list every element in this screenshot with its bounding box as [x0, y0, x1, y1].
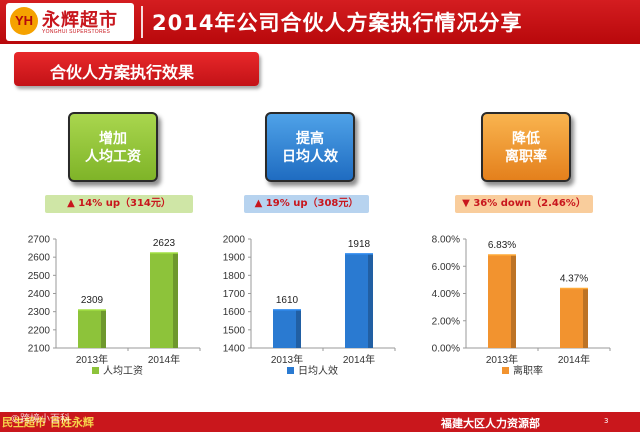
- logo-name: 永辉超市: [42, 10, 118, 31]
- change-pill-salary: ▲ 14% up（314元）: [45, 195, 193, 213]
- y-tick-label: 1700: [223, 289, 246, 300]
- logo-subtitle: YONGHUI SUPERSTORES: [42, 29, 111, 35]
- data-label: 2309: [81, 295, 104, 306]
- metric-box-line1: 提高: [296, 131, 324, 147]
- y-tick-label: 2200: [28, 325, 51, 336]
- metric-box-line2: 日均人效: [282, 149, 338, 165]
- bar-shade: [511, 254, 516, 348]
- bar-shade: [101, 310, 106, 348]
- bar-shade: [583, 288, 588, 348]
- metric-box-turnover: 降低 离职率: [481, 112, 571, 182]
- change-pill-turnover: ▼ 36% down（2.46%）: [455, 195, 593, 213]
- legend-swatch: [92, 367, 99, 374]
- page-title: 2014年公司合伙人方案执行情况分享: [152, 11, 523, 35]
- legend-swatch: [287, 367, 294, 374]
- metric-box-line1: 增加: [99, 131, 127, 147]
- chart-salary: 2100 2200 2300 2400 2500 2600 2700 2309 2013年 262…: [28, 235, 201, 377]
- brand-logo: YH 永辉超市 YONGHUI SUPERSTORES: [6, 3, 134, 41]
- y-tick-label: 1600: [223, 307, 246, 318]
- data-label: 1918: [348, 239, 371, 250]
- legend-swatch: [502, 367, 509, 374]
- footer-department: 福建大区人力资源部: [441, 417, 540, 430]
- legend-label: 离职率: [513, 364, 543, 377]
- y-tick-label: 1500: [223, 325, 246, 336]
- bar-shade: [173, 252, 178, 348]
- y-tick-label: 1800: [223, 271, 246, 282]
- metric-box-salary: 增加 人均工资: [68, 112, 158, 182]
- bar-shade: [368, 253, 373, 348]
- data-label: 2623: [153, 238, 176, 249]
- y-tick-label: 2600: [28, 253, 51, 264]
- x-tick-label: 2014年: [148, 353, 180, 366]
- y-tick-label: 2300: [28, 307, 51, 318]
- x-tick-label: 2014年: [558, 353, 590, 366]
- legend-label: 人均工资: [103, 365, 143, 377]
- chart-efficiency: 1400 1500 1600 1700 1800 1900 2000 1610 2013年 191…: [223, 235, 396, 377]
- header-bar: YH 永辉超市 YONGHUI SUPERSTORES 2014年公司合伙人方案…: [0, 0, 640, 44]
- metric-box-efficiency: 提高 日均人效: [265, 112, 355, 182]
- data-label: 4.37%: [560, 273, 588, 284]
- section-tag: 合伙人方案执行效果: [14, 52, 259, 86]
- y-tick-label: 8.00%: [432, 235, 460, 246]
- metric-box-line2: 人均工资: [85, 149, 141, 165]
- bar-shade: [296, 309, 301, 348]
- footer-slogan: 民生超市 百姓永辉: [2, 416, 94, 429]
- y-tick-label: 2500: [28, 271, 51, 282]
- change-pill-efficiency: ▲ 19% up（308元）: [244, 195, 369, 213]
- y-tick-label: 1400: [223, 344, 246, 355]
- metric-box-line1: 降低: [512, 131, 540, 147]
- y-tick-label: 2700: [28, 235, 51, 246]
- data-label: 1610: [276, 295, 299, 306]
- x-tick-label: 2013年: [271, 353, 303, 366]
- y-tick-label: 0.00%: [432, 344, 460, 355]
- footer-bar: 民生超市 百姓永辉 福建大区人力资源部 3: [0, 412, 640, 432]
- y-tick-label: 6.00%: [432, 262, 460, 273]
- logo-badge: YH: [10, 7, 38, 35]
- x-tick-label: 2013年: [76, 353, 108, 366]
- metric-box-line2: 离职率: [505, 149, 547, 165]
- y-tick-label: 4.00%: [432, 289, 460, 300]
- y-tick-label: 2400: [28, 289, 51, 300]
- y-tick-label: 2000: [223, 235, 246, 246]
- y-tick-label: 2.00%: [432, 316, 460, 327]
- data-label: 6.83%: [488, 240, 516, 251]
- chart-turnover: 0.00% 2.00% 4.00% 6.00% 8.00% 6.83% 2013年 4.37%…: [432, 235, 611, 377]
- x-tick-label: 2014年: [343, 353, 375, 366]
- watermark: ©跨境小百科: [10, 414, 70, 425]
- section-title: 合伙人方案执行效果: [50, 63, 195, 82]
- x-tick-label: 2013年: [486, 353, 518, 366]
- legend-label: 日均人效: [298, 364, 338, 377]
- y-tick-label: 1900: [223, 253, 246, 264]
- header-divider: [141, 6, 143, 38]
- page-number: 3: [604, 417, 609, 425]
- y-tick-label: 2100: [28, 344, 51, 355]
